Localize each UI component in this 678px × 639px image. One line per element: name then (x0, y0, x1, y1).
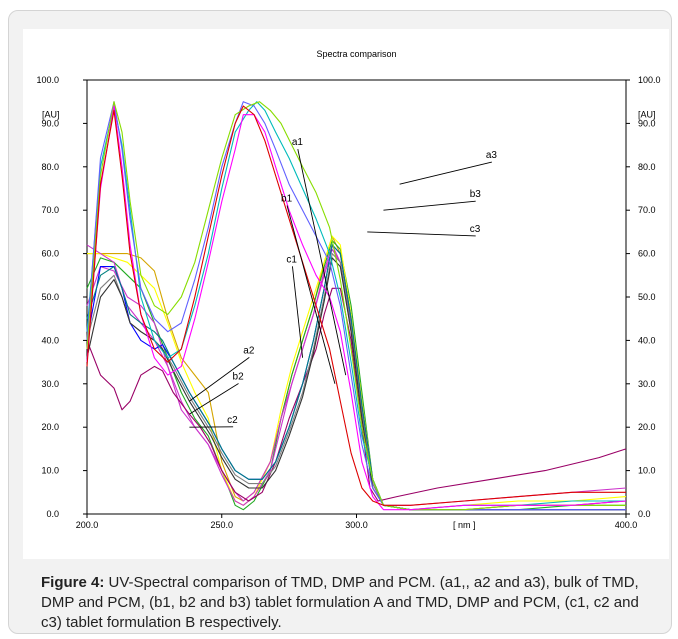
chart-frame (87, 80, 626, 514)
spectrum-line-11 (87, 102, 626, 510)
y-tick-label-right: 10.0 (638, 466, 656, 476)
uv-spectra-chart: a1 b1 c1 a3 b3 c3 a2 b2 c2 0.0 0.0 10.0 10.0 20.0 20.… (23, 29, 669, 559)
spectrum-line-14 (87, 106, 626, 510)
annotation-label-c1: c1 (286, 254, 297, 265)
y-tick-label-right: 100.0 (638, 75, 661, 85)
annotation-label-b3: b3 (470, 189, 482, 200)
x-tick-label: 400.0 (615, 520, 638, 530)
figure-caption-text: UV-Spectral comparison of TMD, DMP and P… (41, 574, 639, 631)
y-tick-label-left: 80.0 (41, 162, 59, 172)
y-tick-label-left: 60.0 (41, 249, 59, 259)
spectrum-line-12 (87, 102, 626, 510)
y-tick-label-right: 70.0 (638, 205, 656, 215)
y-tick-label-right: 50.0 (638, 292, 656, 302)
y-tick-label-right: 60.0 (638, 249, 656, 259)
annotation-label-a2: a2 (243, 345, 255, 356)
y-tick-label-right: 20.0 (638, 422, 656, 432)
chart-title: Spectra comparison (316, 49, 396, 59)
x-tick-label: 250.0 (210, 520, 233, 530)
y-axis-label-right: [AU] (638, 110, 656, 120)
plot-frame (87, 80, 626, 514)
y-tick-label-left: 100.0 (36, 75, 59, 85)
chart-panel: a1 b1 c1 a3 b3 c3 a2 b2 c2 0.0 0.0 10.0 10.0 20.0 20.… (23, 29, 669, 559)
y-tick-label-right: 40.0 (638, 335, 656, 345)
annotation-leader-b3 (383, 201, 475, 210)
y-tick-label-left: 20.0 (41, 422, 59, 432)
annotation-label-a3: a3 (486, 150, 498, 161)
annotation-leader-c1 (292, 266, 302, 357)
y-tick-label-left: 10.0 (41, 466, 59, 476)
annotation-leader-c3 (367, 232, 475, 236)
figure-caption-label: Figure 4: (41, 574, 104, 591)
annotation-label-b1: b1 (281, 194, 293, 205)
annotation-label-c3: c3 (470, 224, 481, 235)
y-tick-label-left: 90.0 (41, 118, 59, 128)
annotation-label-a1: a1 (292, 137, 304, 148)
y-tick-label-right: 0.0 (638, 509, 651, 519)
y-tick-label-left: 70.0 (41, 205, 59, 215)
annotation-label-c2: c2 (227, 415, 238, 426)
y-tick-label-right: 80.0 (638, 162, 656, 172)
annotation-leader-a3 (400, 162, 492, 184)
spectrum-line-13 (87, 102, 626, 510)
y-axis-label-left: [AU] (42, 110, 60, 120)
x-tick-label: 200.0 (76, 520, 99, 530)
x-axis-label: [ nm ] (453, 520, 476, 530)
y-tick-label-right: 30.0 (638, 379, 656, 389)
x-tick-label: 300.0 (345, 520, 368, 530)
figure-caption: Figure 4: UV-Spectral comparison of TMD,… (41, 573, 661, 633)
y-tick-label-right: 90.0 (638, 118, 656, 128)
y-tick-label-left: 0.0 (46, 509, 59, 519)
chart-series-group (87, 102, 626, 510)
y-tick-label-left: 30.0 (41, 379, 59, 389)
annotation-leader-b2 (189, 383, 238, 414)
y-tick-label-left: 50.0 (41, 292, 59, 302)
figure-card: a1 b1 c1 a3 b3 c3 a2 b2 c2 0.0 0.0 10.0 10.0 20.0 20.… (8, 10, 672, 634)
annotation-label-b2: b2 (233, 371, 245, 382)
y-tick-label-left: 40.0 (41, 335, 59, 345)
spectrum-line-15 (87, 106, 626, 505)
